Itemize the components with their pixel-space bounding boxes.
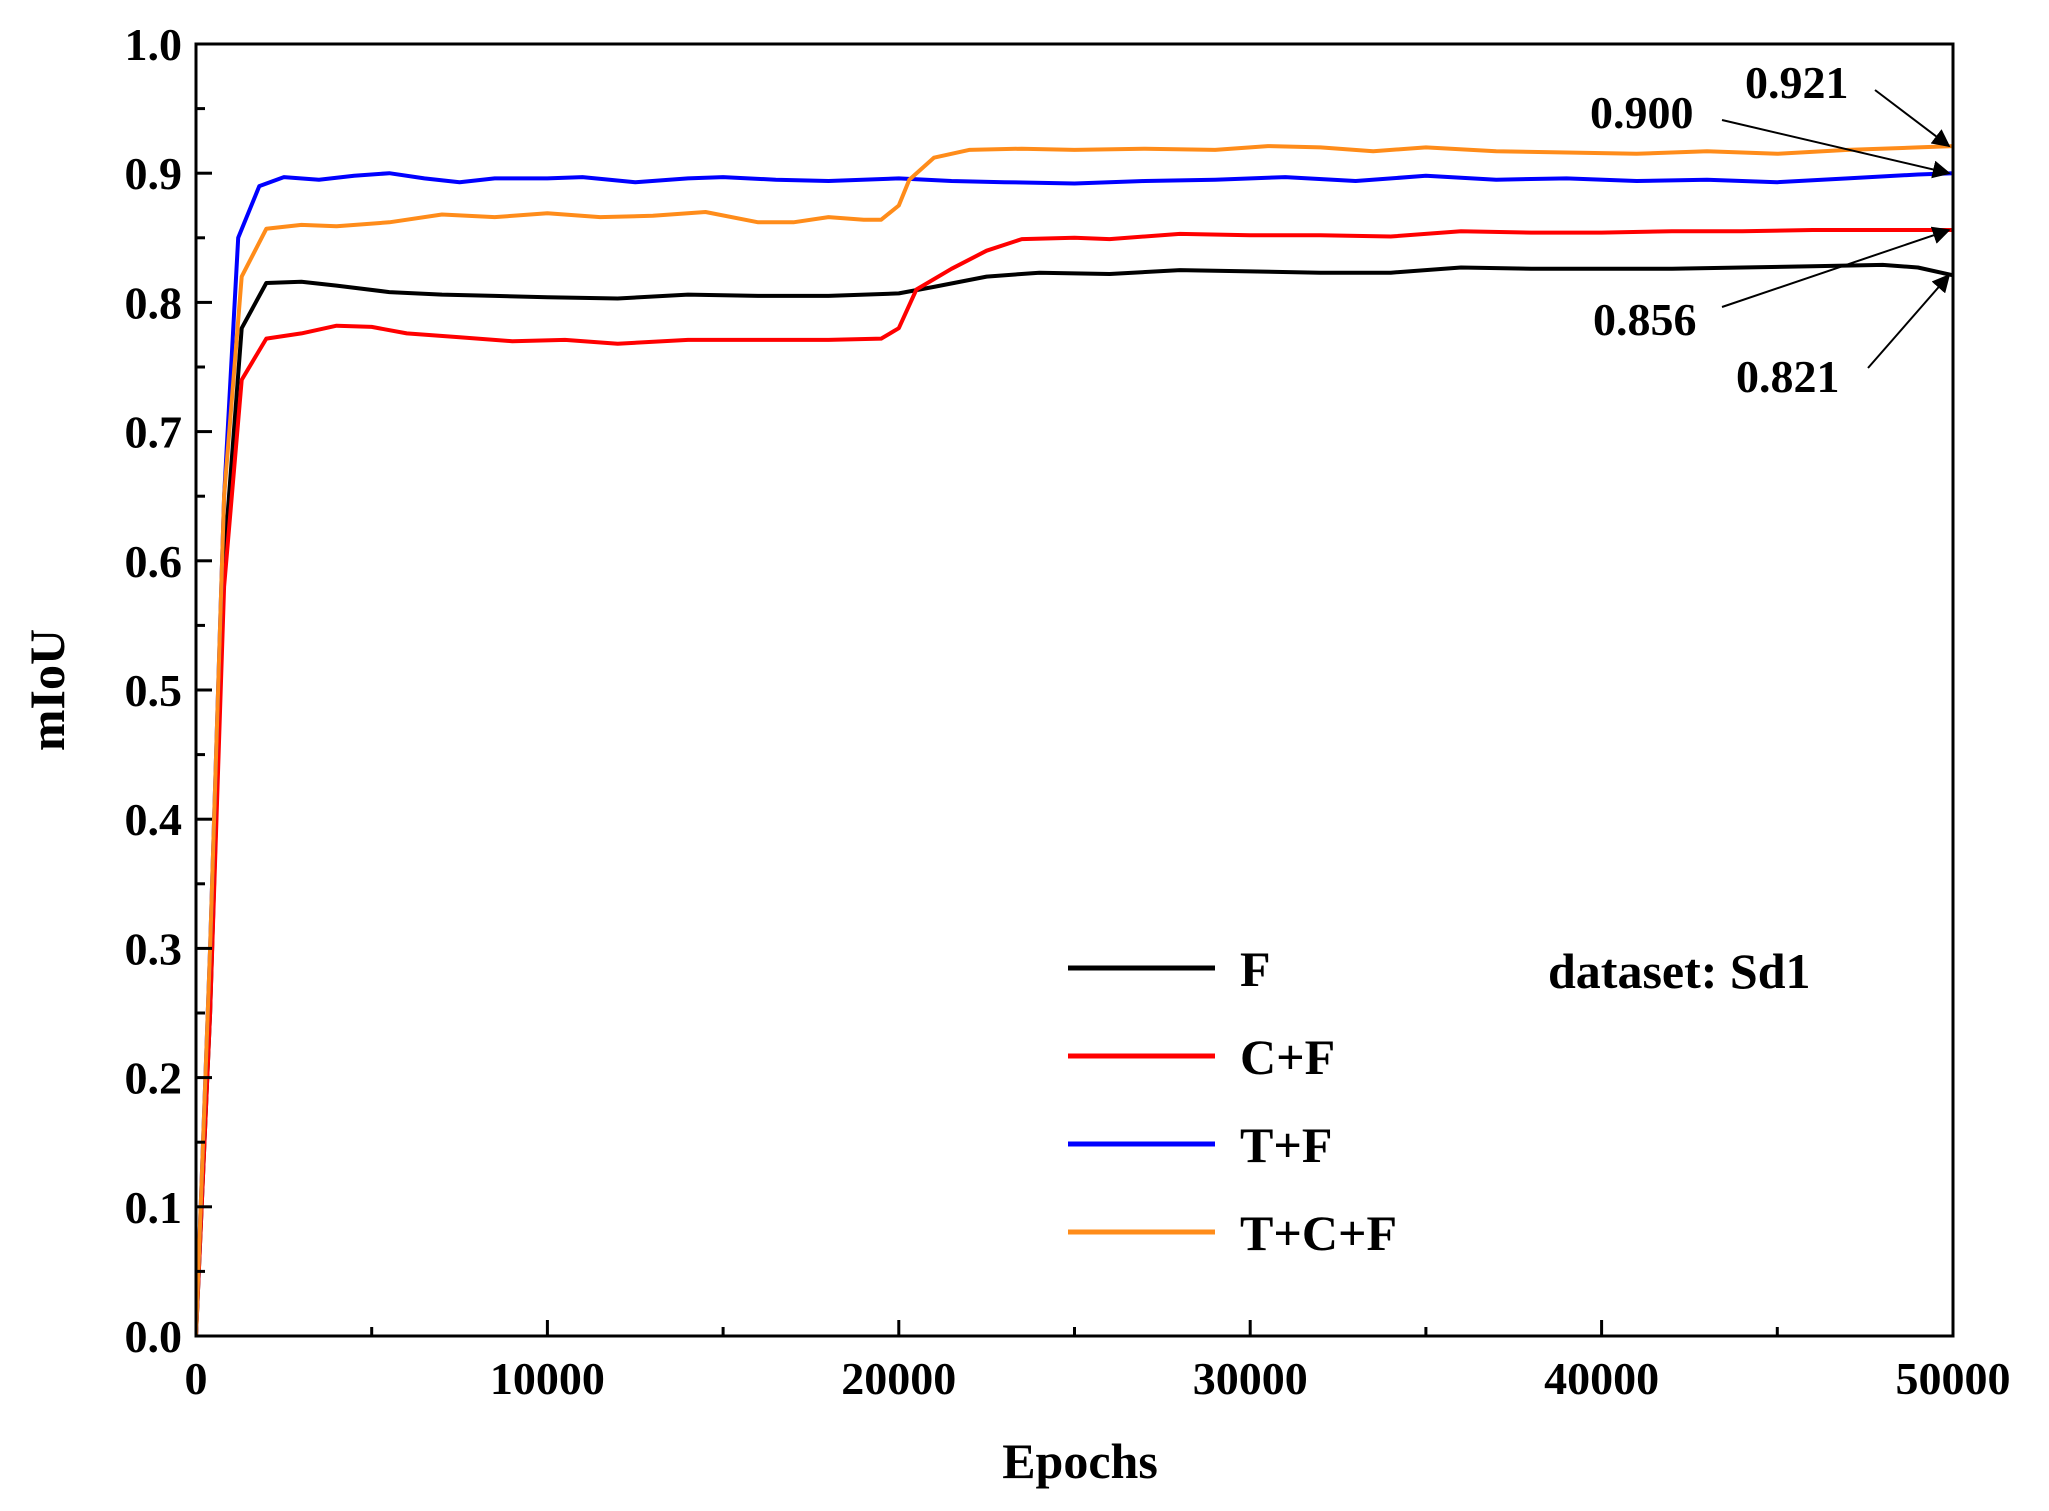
- series-line-t-c-f: [196, 144, 1953, 1336]
- legend-label-c-f: C+F: [1240, 1029, 1335, 1085]
- y-tick-label: 0.6: [125, 536, 183, 587]
- series-line-f: [196, 262, 1953, 1336]
- y-tick-label: 0.9: [125, 148, 183, 199]
- legend-label-t-c-f: T+C+F: [1240, 1205, 1397, 1261]
- legend-label-f: F: [1240, 941, 1271, 997]
- annotation-arrow: [1874, 89, 1951, 148]
- y-tick-label: 0.4: [125, 794, 183, 845]
- x-tick-label: 30000: [1193, 1353, 1308, 1404]
- annotation-arrow: [1721, 119, 1951, 179]
- y-tick-label: 0.2: [125, 1053, 183, 1104]
- y-tick-label: 0.7: [125, 407, 183, 458]
- legend: F C+F T+F T+C+F: [1068, 941, 1397, 1261]
- series-line-t-f: [196, 171, 1953, 1336]
- y-tick-label: 0.8: [125, 277, 183, 328]
- x-axis-label: Epochs: [1002, 1433, 1158, 1489]
- x-tick-label: 40000: [1544, 1353, 1659, 1404]
- y-tick-label: 0.3: [125, 923, 183, 974]
- legend-label-t-f: T+F: [1240, 1117, 1332, 1173]
- y-tick-label: 1.0: [125, 19, 183, 70]
- annotation-arrow: [1721, 226, 1951, 308]
- y-tick-label: 0.0: [125, 1311, 183, 1362]
- dataset-label: dataset: Sd1: [1548, 943, 1811, 999]
- y-tick-label: 0.5: [125, 665, 183, 716]
- x-tick-label: 20000: [841, 1353, 956, 1404]
- y-axis-label: mIoU: [19, 629, 75, 751]
- annotation-label: 0.856: [1593, 294, 1697, 345]
- x-tick-label: 0: [185, 1353, 208, 1404]
- annotation-label: 0.921: [1745, 57, 1849, 108]
- x-tick-label: 50000: [1896, 1353, 2011, 1404]
- annotation-label: 0.900: [1590, 87, 1694, 138]
- series-line-c-f: [196, 228, 1953, 1336]
- x-tick-label: 10000: [490, 1353, 605, 1404]
- annotation-arrow: [1867, 273, 1951, 369]
- annotation-label: 0.821: [1736, 351, 1840, 402]
- y-tick-label: 0.1: [125, 1182, 183, 1233]
